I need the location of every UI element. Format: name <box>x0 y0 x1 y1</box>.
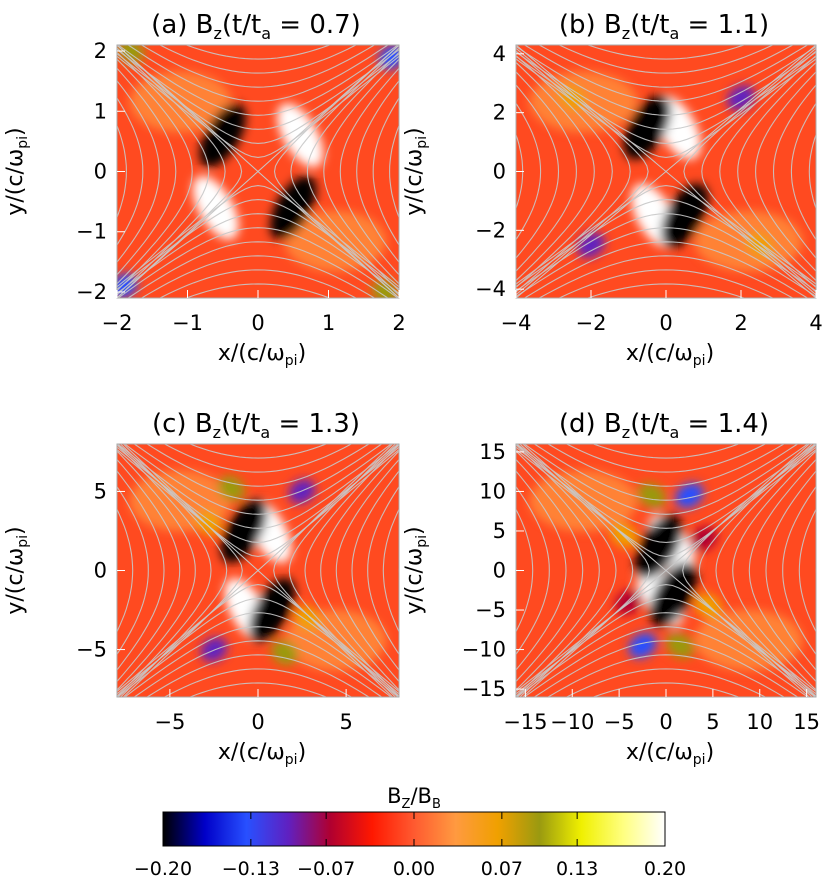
x-tick-label: −5 <box>604 710 635 734</box>
colorbar-tick-label: 0.13 <box>556 858 598 880</box>
bz-feature <box>675 482 704 509</box>
y-tick-label: 5 <box>94 479 107 503</box>
x-tick-label: 5 <box>706 710 719 734</box>
y-tick-label: −15 <box>462 677 506 701</box>
colorbar-tick-label: 0.07 <box>481 858 523 880</box>
y-tick-label: 0 <box>493 559 506 583</box>
y-tick-label: 4 <box>493 42 506 66</box>
bz-feature <box>628 632 657 659</box>
x-tick-label: 2 <box>734 311 747 335</box>
x-tick-label: −5 <box>154 710 185 734</box>
x-tick-label: 0 <box>659 311 672 335</box>
x-tick-label: 5 <box>339 710 352 734</box>
y-tick-label: −5 <box>475 598 506 622</box>
colorbar-tick-label: 0.00 <box>393 858 435 880</box>
y-tick-label: −2 <box>475 218 506 242</box>
y-tick-label: 15 <box>479 440 506 464</box>
x-tick-label: −2 <box>576 311 607 335</box>
colorbar-tick-label: −0.07 <box>297 858 355 880</box>
y-tick-label: −1 <box>76 220 107 244</box>
x-axis-label: x/(c/ωpi) <box>626 740 714 768</box>
y-axis-label: y/(c/ωpi) <box>402 127 430 215</box>
y-tick-label: 10 <box>479 479 506 503</box>
y-tick-label: 2 <box>94 39 107 63</box>
bz-feature <box>371 279 399 298</box>
x-tick-label: −1 <box>172 311 203 335</box>
x-tick-label: 10 <box>746 710 773 734</box>
x-tick-label: 1 <box>322 311 335 335</box>
y-tick-label: −4 <box>475 277 506 301</box>
y-tick-label: 0 <box>94 559 107 583</box>
panel-title: (d) Bz(t/ta = 1.4) <box>559 409 769 442</box>
y-tick-label: −2 <box>76 280 107 304</box>
x-tick-label: 15 <box>793 710 820 734</box>
bz-feature <box>199 103 246 168</box>
x-axis-label: x/(c/ωpi) <box>218 740 306 768</box>
bz-feature <box>294 605 321 631</box>
colorbar-tick-label: −0.20 <box>134 858 192 880</box>
x-tick-label: −4 <box>501 311 532 335</box>
panel-title: (b) Bz(t/ta = 1.1) <box>559 10 769 43</box>
x-tick-label: 0 <box>659 710 672 734</box>
colorbar-label: BZ/BB <box>387 784 441 812</box>
panel-a: −2 −1 0 1 2 −2 −1 0 1 2 (a) Bz(t/ta = 0.7) x/(c/ωpi… <box>3 10 406 369</box>
panel-c: −5 0 5 −5 0 5 (c) Bz(t/ta = 1.3) x/(c/ωpi) y/(c/… <box>3 409 400 768</box>
bz-feature <box>666 632 694 659</box>
x-tick-label: 4 <box>809 311 822 335</box>
y-tick-label: 2 <box>493 101 506 125</box>
panel-b: −4 −2 0 2 4 −4 −2 0 2 4 (b) Bz(t/ta = 1.1) x/(c/ωpi… <box>402 10 823 369</box>
x-tick-label: −2 <box>102 311 133 335</box>
x-axis-label: x/(c/ωpi) <box>218 341 306 369</box>
y-tick-label: −5 <box>76 638 107 662</box>
x-tick-label: −10 <box>550 710 594 734</box>
y-axis-label: y/(c/ωpi) <box>3 127 31 215</box>
bz-feature <box>270 175 317 240</box>
panel-title: (c) Bz(t/ta = 1.3) <box>152 409 360 442</box>
y-axis-label: y/(c/ωpi) <box>402 526 430 614</box>
x-axis-label: x/(c/ωpi) <box>626 341 714 369</box>
field-lines <box>117 444 399 697</box>
colorbar: BZ/BB −0.20 −0.13 −0.07 0.00 0.07 0.13 0.20 <box>134 784 686 880</box>
y-tick-label: 5 <box>493 519 506 543</box>
x-tick-label: −15 <box>503 710 547 734</box>
field-lines <box>516 444 816 697</box>
y-tick-label: 0 <box>94 160 107 184</box>
y-tick-label: 1 <box>94 99 107 123</box>
y-tick-label: 0 <box>493 160 506 184</box>
panel-title: (a) Bz(t/ta = 0.7) <box>151 10 361 43</box>
bz-feature <box>117 45 145 64</box>
y-tick-label: −10 <box>462 638 506 662</box>
x-tick-label: 2 <box>392 311 405 335</box>
bz-feature <box>638 482 666 509</box>
y-axis-label: y/(c/ωpi) <box>3 526 31 614</box>
bz-feature <box>195 510 222 536</box>
x-tick-label: 0 <box>251 710 264 734</box>
colorbar-tick-label: 0.20 <box>644 858 686 880</box>
x-tick-label: 0 <box>251 311 264 335</box>
colorbar-tick-label: −0.13 <box>222 858 280 880</box>
